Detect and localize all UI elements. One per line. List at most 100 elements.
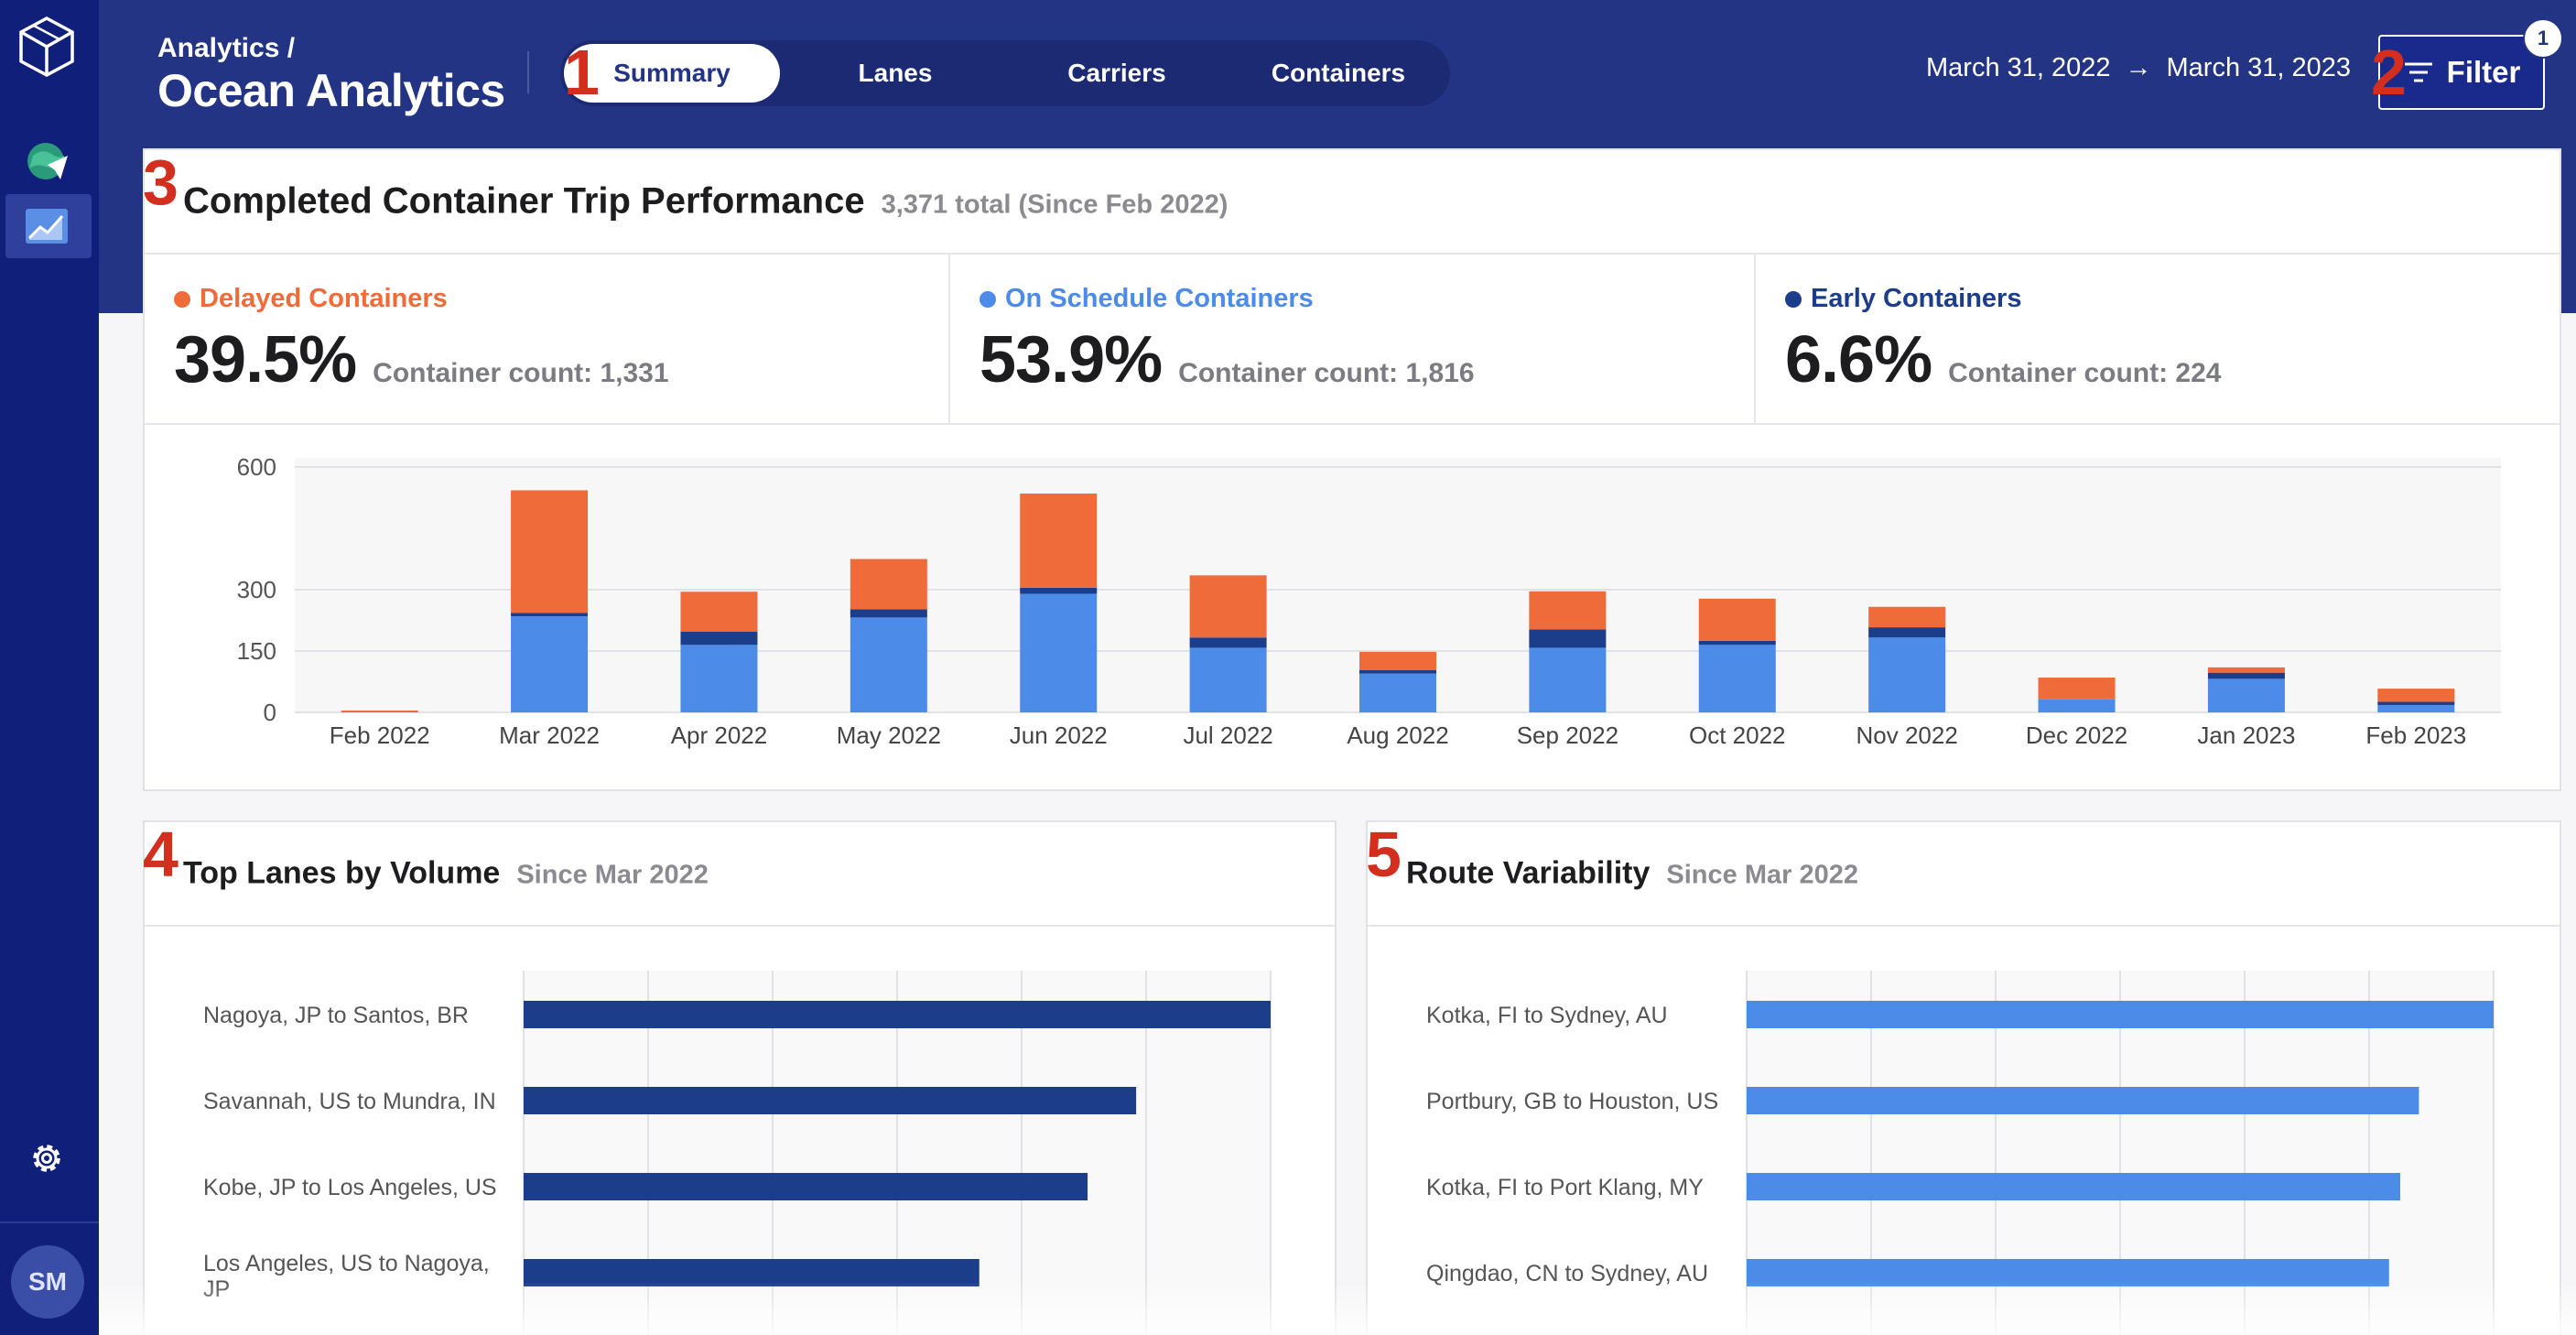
x-tick-label: Nov 2022 bbox=[1856, 722, 1957, 749]
date-range[interactable]: March 31, 2022 → March 31, 2023 bbox=[1926, 53, 2351, 83]
metric-delayed: Delayed Containers 39.5% Container count… bbox=[145, 255, 950, 425]
bar-segment-delayed bbox=[1529, 591, 1607, 630]
marker-2: 2 bbox=[2371, 37, 2407, 108]
marker-5: 5 bbox=[1366, 819, 1402, 890]
lane-bar bbox=[524, 1087, 1137, 1114]
date-end: March 31, 2023 bbox=[2166, 53, 2352, 82]
x-tick-label: Jan 2023 bbox=[2197, 722, 2295, 749]
metric-on-schedule-label: On Schedule Containers bbox=[1005, 284, 1314, 313]
x-tick-label: Feb 2022 bbox=[330, 722, 430, 749]
tab-containers[interactable]: Containers bbox=[1271, 59, 1406, 87]
route-variability-title: Route Variability bbox=[1406, 855, 1651, 891]
marker-4: 4 bbox=[143, 819, 179, 890]
lane-label: Nagoya, JP to Santos, BR bbox=[203, 1003, 469, 1028]
lane-bar bbox=[1747, 1001, 2494, 1028]
bar-segment-delayed bbox=[1868, 606, 1946, 628]
bar-segment-delayed bbox=[1698, 598, 1776, 641]
lane-bar bbox=[1747, 1173, 2400, 1200]
lane-bar bbox=[524, 1173, 1088, 1200]
x-tick-label: Mar 2022 bbox=[499, 722, 600, 749]
bar-segment-early bbox=[1868, 627, 1946, 638]
bar-segment-on-schedule bbox=[1359, 673, 1436, 712]
route-variability-chart: Kotka, FI to Sydney, AU Portbury, GB to H… bbox=[1426, 971, 2495, 1335]
x-tick-label: Sep 2022 bbox=[1517, 722, 1618, 749]
date-start: March 31, 2022 bbox=[1926, 53, 2111, 82]
bar-segment-early bbox=[1359, 669, 1436, 674]
x-tick-label: Oct 2022 bbox=[1689, 722, 1786, 749]
marker-1: 1 bbox=[564, 37, 600, 108]
analytics-chart-icon[interactable] bbox=[24, 205, 70, 247]
bar-segment-on-schedule bbox=[1698, 645, 1776, 712]
x-tick-label: Feb 2023 bbox=[2365, 722, 2466, 749]
delayed-dot-icon bbox=[174, 290, 190, 308]
bar-segment-on-schedule bbox=[2377, 704, 2455, 712]
bar-segment-delayed bbox=[850, 559, 927, 610]
bar-segment-on-schedule bbox=[1020, 593, 1098, 712]
bar-segment-early bbox=[2207, 672, 2285, 679]
metric-delayed-count: Container count: 1,331 bbox=[373, 358, 669, 388]
bar-segment-on-schedule bbox=[1189, 647, 1267, 712]
bar-segment-delayed bbox=[1359, 651, 1436, 670]
bar-segment-early bbox=[850, 609, 927, 618]
route-variability-card-header: Route Variability Since Mar 2022 bbox=[1368, 822, 2560, 927]
lane-bar bbox=[524, 1001, 1271, 1028]
y-tick-label: 300 bbox=[237, 576, 276, 603]
route-variability-card: Route Variability Since Mar 2022 Kotka, … bbox=[1366, 820, 2561, 1335]
route-variability-subtitle: Since Mar 2022 bbox=[1666, 860, 1858, 890]
bar-segment-on-schedule bbox=[1529, 647, 1607, 712]
x-tick-label: Aug 2022 bbox=[1347, 722, 1448, 749]
metric-on-schedule-value: 53.9% bbox=[980, 323, 1163, 396]
metric-early-value: 6.6% bbox=[1785, 323, 1932, 396]
top-lanes-card-header: Top Lanes by Volume Since Mar 2022 bbox=[145, 822, 1335, 927]
lane-label: Kobe, JP to Los Angeles, US bbox=[203, 1175, 497, 1200]
sidebar: SM bbox=[0, 0, 99, 1335]
bar-segment-early bbox=[1698, 640, 1776, 646]
x-tick-label: Dec 2022 bbox=[2026, 722, 2127, 749]
user-avatar[interactable]: SM bbox=[11, 1245, 84, 1319]
performance-card-header: Completed Container Trip Performance 3,3… bbox=[145, 150, 2560, 255]
lane-bar bbox=[1747, 1259, 2389, 1286]
metric-on-schedule-count: Container count: 1,816 bbox=[1178, 358, 1475, 388]
bar-segment-on-schedule bbox=[2207, 678, 2285, 712]
performance-card: Completed Container Trip Performance 3,3… bbox=[143, 148, 2561, 791]
bar-segment-on-schedule bbox=[1868, 637, 1946, 712]
bar-segment-on-schedule bbox=[680, 645, 758, 712]
tab-bar: Summary Lanes Carriers Containers bbox=[560, 40, 1450, 106]
globe-icon[interactable] bbox=[24, 137, 71, 185]
tab-summary[interactable]: Summary bbox=[564, 44, 780, 103]
top-lanes-chart: Nagoya, JP to Santos, BR Savannah, US to … bbox=[203, 971, 1272, 1335]
lane-bar bbox=[1747, 1087, 2419, 1114]
tab-carriers[interactable]: Carriers bbox=[1067, 59, 1166, 87]
bar-segment-early bbox=[680, 632, 758, 646]
lane-label: Savannah, US to Mundra, IN bbox=[203, 1089, 496, 1114]
breadcrumb[interactable]: Analytics / bbox=[157, 33, 296, 63]
marker-3: 3 bbox=[143, 147, 179, 218]
arrow-right-icon: → bbox=[2125, 53, 2152, 82]
metric-on-schedule: On Schedule Containers 53.9% Container c… bbox=[950, 255, 1756, 425]
cube-logo-icon[interactable] bbox=[16, 15, 77, 79]
metric-delayed-value: 39.5% bbox=[174, 323, 357, 396]
bar-segment-on-schedule bbox=[511, 616, 589, 712]
top-lanes-subtitle: Since Mar 2022 bbox=[516, 860, 709, 890]
lane-label: Los Angeles, US to Nagoya, JP bbox=[203, 1251, 490, 1302]
gear-icon[interactable] bbox=[27, 1139, 66, 1178]
tab-lanes[interactable]: Lanes bbox=[858, 59, 933, 87]
title-divider bbox=[527, 51, 529, 93]
x-tick-label: Jul 2022 bbox=[1183, 722, 1272, 749]
metric-early-count: Container count: 224 bbox=[1948, 358, 2222, 388]
metric-delayed-label: Delayed Containers bbox=[200, 284, 448, 313]
lane-label: Kotka, FI to Port Klang, MY bbox=[1426, 1175, 1704, 1200]
bar-segment-delayed bbox=[680, 592, 758, 633]
bar-segment-delayed bbox=[341, 711, 418, 712]
filter-button[interactable]: Filter bbox=[2378, 35, 2545, 110]
sidebar-divider bbox=[0, 1221, 99, 1223]
early-dot-icon bbox=[1785, 290, 1802, 308]
lane-bar bbox=[524, 1259, 980, 1286]
page-title: Ocean Analytics bbox=[157, 65, 505, 116]
performance-title: Completed Container Trip Performance bbox=[183, 180, 865, 222]
bar-segment-early bbox=[2377, 701, 2455, 705]
filter-count-badge: 1 bbox=[2523, 18, 2563, 59]
bar-segment-early bbox=[1189, 637, 1267, 648]
y-tick-label: 150 bbox=[237, 637, 276, 665]
bar-segment-delayed bbox=[1189, 575, 1267, 638]
